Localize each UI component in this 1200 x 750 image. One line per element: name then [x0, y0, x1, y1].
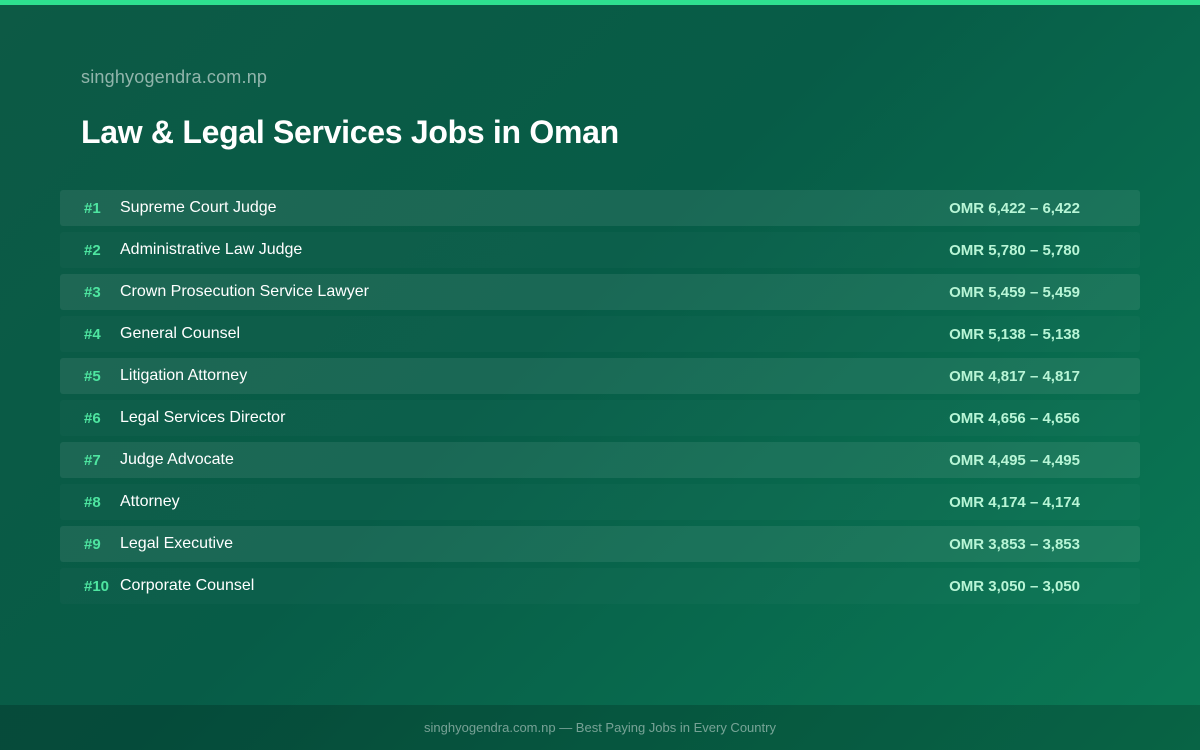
job-salary: OMR 3,050 – 3,050 [949, 577, 1080, 595]
job-title: Legal Services Director [120, 409, 286, 426]
job-row: #2 Administrative Law Judge OMR 5,780 – … [60, 232, 1140, 268]
job-salary: OMR 4,817 – 4,817 [949, 367, 1080, 385]
job-list: #1 Supreme Court Judge OMR 6,422 – 6,422… [60, 190, 1140, 610]
job-salary: OMR 3,853 – 3,853 [949, 535, 1080, 553]
job-title: Corporate Counsel [120, 577, 255, 594]
job-title: Crown Prosecution Service Lawyer [120, 283, 369, 300]
job-row: #6 Legal Services Director OMR 4,656 – 4… [60, 400, 1140, 436]
job-rank: #2 [84, 241, 101, 259]
job-rank: #7 [84, 451, 101, 469]
job-salary: OMR 5,459 – 5,459 [949, 283, 1080, 301]
job-salary: OMR 5,138 – 5,138 [949, 325, 1080, 343]
page-title: Law & Legal Services Jobs in Oman [81, 114, 619, 150]
job-rank: #1 [84, 199, 101, 217]
footer: singhyogendra.com.np — Best Paying Jobs … [0, 705, 1200, 750]
job-title: Attorney [120, 493, 180, 510]
job-title: General Counsel [120, 325, 241, 342]
top-accent-bar [0, 0, 1200, 5]
job-row: #4 General Counsel OMR 5,138 – 5,138 [60, 316, 1140, 352]
job-row: #5 Litigation Attorney OMR 4,817 – 4,817 [60, 358, 1140, 394]
job-row: #7 Judge Advocate OMR 4,495 – 4,495 [60, 442, 1140, 478]
job-row: #8 Attorney OMR 4,174 – 4,174 [60, 484, 1140, 520]
job-row: #1 Supreme Court Judge OMR 6,422 – 6,422 [60, 190, 1140, 226]
job-rank: #8 [84, 493, 101, 511]
job-salary: OMR 6,422 – 6,422 [949, 199, 1080, 217]
job-salary: OMR 4,495 – 4,495 [949, 451, 1080, 469]
site-name: singhyogendra.com.np [81, 67, 268, 87]
job-title: Judge Advocate [120, 451, 234, 468]
footer-text: singhyogendra.com.np — Best Paying Jobs … [424, 720, 776, 735]
job-rank: #5 [84, 367, 101, 385]
job-rank: #9 [84, 535, 101, 553]
job-title: Administrative Law Judge [120, 241, 303, 258]
job-title: Litigation Attorney [120, 367, 248, 384]
job-rank: #3 [84, 283, 101, 301]
job-row: #10 Corporate Counsel OMR 3,050 – 3,050 [60, 568, 1140, 604]
job-title: Supreme Court Judge [120, 199, 277, 216]
job-salary: OMR 5,780 – 5,780 [949, 241, 1080, 259]
job-row: #9 Legal Executive OMR 3,853 – 3,853 [60, 526, 1140, 562]
job-rank: #4 [84, 325, 101, 343]
job-row: #3 Crown Prosecution Service Lawyer OMR … [60, 274, 1140, 310]
job-rank: #10 [84, 577, 110, 595]
job-title: Legal Executive [120, 535, 233, 552]
job-rank: #6 [84, 409, 101, 427]
job-salary: OMR 4,656 – 4,656 [949, 409, 1080, 427]
job-salary: OMR 4,174 – 4,174 [949, 493, 1080, 511]
